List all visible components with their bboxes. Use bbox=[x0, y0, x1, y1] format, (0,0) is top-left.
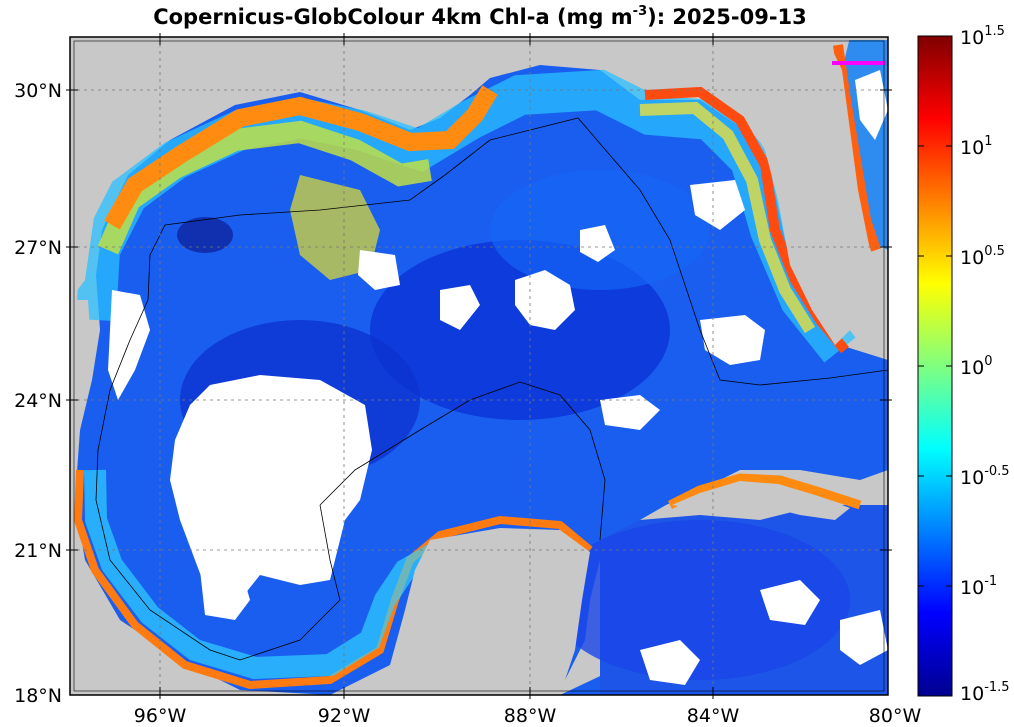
lon-label-84: 84°W bbox=[687, 705, 740, 727]
colorbar-label-1.5: 101.5 bbox=[960, 24, 1005, 49]
cloud-gap-east-1 bbox=[700, 315, 765, 365]
eez-boundary-south bbox=[95, 254, 606, 661]
cloud-gap-atlantic bbox=[855, 70, 888, 140]
lon-label-80: 80°W bbox=[869, 705, 922, 727]
land-north-coast bbox=[70, 37, 888, 300]
lon-label-88: 88°W bbox=[504, 705, 557, 727]
colorbar-label-0.5: 100.5 bbox=[960, 244, 1005, 269]
cloud-gap-caribbean-2 bbox=[640, 640, 700, 685]
colorbar-label-0: 100 bbox=[960, 354, 992, 379]
land-mexico-west bbox=[70, 300, 92, 480]
land-south-mexico bbox=[70, 560, 240, 695]
map-panel bbox=[70, 37, 888, 695]
cloud-gap-caribbean-3 bbox=[840, 610, 888, 665]
colorbar-label-1: 101 bbox=[960, 134, 992, 159]
eez-boundary-north bbox=[149, 117, 888, 386]
lat-label-21: 21°N bbox=[14, 540, 62, 562]
coastal-band-south bbox=[73, 469, 593, 690]
cloud-gap-central-3 bbox=[440, 285, 480, 330]
lat-label-27: 27°N bbox=[14, 237, 62, 259]
tick-marks bbox=[66, 33, 892, 699]
coastal-band-yellow-florida bbox=[639, 101, 816, 334]
land-florida bbox=[705, 45, 870, 345]
cloud-gap-mid bbox=[600, 395, 660, 430]
map-frame bbox=[69, 36, 889, 696]
map-frame-inner bbox=[73, 40, 885, 692]
deep-basin-3 bbox=[550, 520, 850, 680]
cloud-gap-east-2 bbox=[690, 180, 745, 230]
graticule bbox=[70, 37, 888, 695]
map-title: Copernicus-GlobColour 4km Chl-a (mg m-3)… bbox=[153, 4, 807, 29]
cuba-coast-band bbox=[667, 473, 862, 510]
colorbar-label-minus-0.5: 10-0.5 bbox=[960, 464, 1010, 489]
eddy bbox=[177, 217, 233, 253]
lat-label-18: 18°N bbox=[14, 685, 62, 707]
land-cuba bbox=[672, 481, 850, 520]
colorbar-ticks bbox=[918, 145, 952, 587]
coastal-band-orange bbox=[104, 85, 498, 230]
colorbar-label-minus-1.5: 10-1.5 bbox=[960, 680, 1010, 705]
colorbar-label-minus-1: 10-1 bbox=[960, 574, 997, 599]
cloud-gap-large bbox=[170, 375, 372, 600]
cloud-gap-sw bbox=[200, 565, 250, 620]
cloud-gap-north bbox=[358, 250, 400, 290]
lat-label-24: 24°N bbox=[14, 390, 62, 412]
cloud-gap-west bbox=[108, 290, 150, 400]
cloud-gap-caribbean-1 bbox=[760, 580, 820, 625]
lat-label-30: 30°N bbox=[14, 80, 62, 102]
plume-yellow bbox=[290, 175, 380, 280]
land-yucatan bbox=[330, 528, 590, 695]
lon-label-96: 96°W bbox=[134, 705, 187, 727]
lon-label-92: 92°W bbox=[318, 705, 371, 727]
cloud-gap-central-2 bbox=[580, 225, 615, 262]
